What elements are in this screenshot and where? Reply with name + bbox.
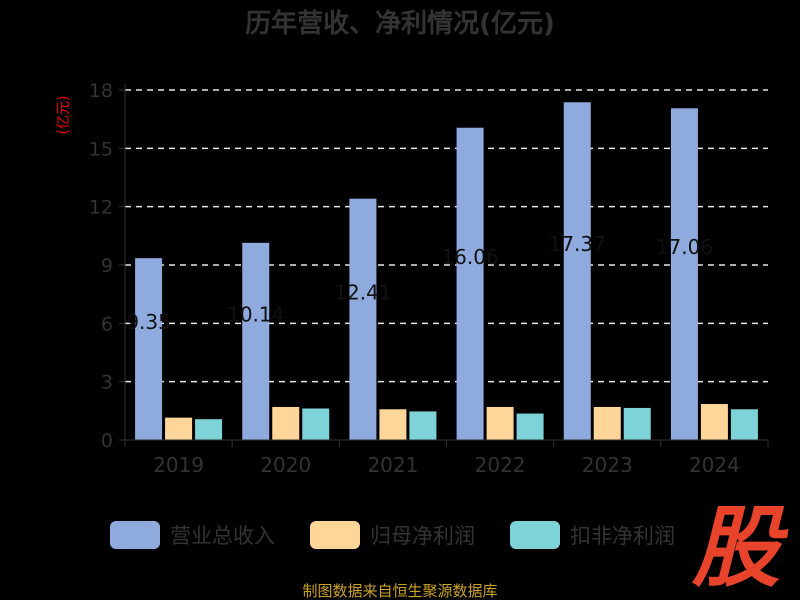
bar: [670, 108, 698, 441]
legend-swatch: [110, 521, 160, 549]
bar: [563, 102, 591, 440]
x-tick-label: 2020: [260, 453, 311, 477]
bar: [302, 408, 330, 440]
y-tick-label: 12: [89, 197, 113, 219]
bar: [272, 406, 300, 440]
y-tick-label: 0: [101, 430, 113, 452]
y-tick-label: 15: [89, 138, 113, 160]
x-tick-label: 2021: [367, 453, 418, 477]
bar-value-labels: 9.35 10.14 12.41 16.06 17.37 17.06: [126, 232, 713, 334]
source-note: 制图数据来自恒生聚源数据库: [302, 582, 497, 600]
legend: 营业总收入 归母净利润 扣非净利润: [110, 521, 675, 549]
x-tick-label: 2024: [689, 453, 740, 477]
legend-label: 扣非净利润: [570, 524, 675, 548]
y-tick-label: 9: [101, 255, 113, 277]
gridlines: [125, 89, 768, 383]
y-axis-ticks: 0 3 6 9 12 15 18: [89, 80, 126, 452]
bar: [486, 406, 514, 440]
bar: [516, 413, 544, 440]
bar: [135, 258, 163, 440]
y-tick-label: 18: [89, 80, 113, 102]
bar-value-label: 16.06: [441, 245, 498, 269]
legend-label: 归母净利润: [370, 524, 475, 548]
bar: [349, 198, 377, 440]
legend-swatch: [310, 521, 360, 549]
y-tick-label: 6: [101, 313, 113, 335]
bars: [135, 102, 758, 441]
bar-value-label: 12.41: [334, 280, 391, 304]
bar: [730, 409, 758, 440]
x-axis: 2019 2020 2021 2022 2023 2024: [124, 439, 769, 477]
chart-title: 历年营收、净利情况(亿元): [245, 8, 555, 39]
bar: [700, 404, 728, 440]
y-axis-label: (亿元): [56, 96, 72, 135]
legend-swatch: [510, 521, 560, 549]
bar: [165, 417, 193, 440]
watermark-logo: 股: [691, 496, 789, 599]
bar-value-label: 17.06: [656, 235, 713, 259]
bar: [456, 127, 484, 440]
bar: [409, 411, 437, 440]
x-tick-label: 2022: [475, 453, 526, 477]
bar: [379, 409, 407, 440]
legend-label: 营业总收入: [170, 524, 275, 548]
legend-item[interactable]: 扣非净利润: [510, 521, 675, 549]
bar: [593, 406, 621, 440]
bar: [623, 407, 651, 440]
bar-value-label: 9.35: [126, 310, 171, 334]
x-tick-label: 2023: [582, 453, 633, 477]
bar: [195, 419, 223, 440]
bar-value-label: 17.37: [549, 232, 606, 256]
x-tick-label: 2019: [153, 453, 204, 477]
legend-item[interactable]: 营业总收入: [110, 521, 275, 549]
bar-value-label: 10.14: [227, 302, 284, 326]
bar: [242, 242, 270, 440]
y-tick-label: 3: [101, 372, 113, 394]
legend-item[interactable]: 归母净利润: [310, 521, 475, 549]
